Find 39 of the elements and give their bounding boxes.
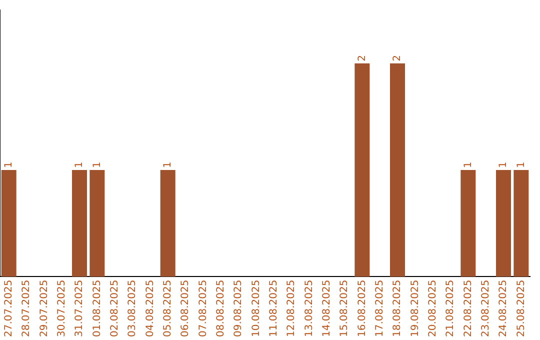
- x-tick-label: 10.08.2025: [250, 280, 262, 338]
- x-tick-label: 22.08.2025: [462, 280, 474, 338]
- x-tick-label: 30.07.2025: [56, 280, 68, 338]
- x-tick-label: 05.08.2025: [162, 280, 174, 338]
- data-label: 1: [74, 162, 86, 168]
- x-tick-label: 09.08.2025: [233, 280, 244, 338]
- x-tick-label: 25.08.2025: [516, 280, 527, 338]
- x-tick-label: 08.08.2025: [215, 280, 226, 338]
- x-tick-label: 07.08.2025: [198, 280, 209, 338]
- x-tick-label: 01.08.2025: [92, 280, 103, 338]
- x-tick-label: 12.08.2025: [286, 280, 298, 338]
- x-tick-label: 21.08.2025: [445, 280, 456, 338]
- x-tick-label: 19.08.2025: [410, 280, 421, 338]
- x-tick-label: 23.08.2025: [480, 280, 492, 338]
- x-tick-label: 16.08.2025: [356, 280, 368, 338]
- data-label: 1: [516, 162, 527, 168]
- x-tick-label: 14.08.2025: [321, 280, 332, 338]
- x-tick-label: 15.08.2025: [339, 280, 350, 338]
- data-label: 1: [162, 162, 174, 168]
- data-label: 2: [392, 54, 404, 62]
- x-tick-label: 03.08.2025: [127, 280, 138, 338]
- data-label: 1: [498, 162, 510, 168]
- data-label: 2: [356, 54, 368, 62]
- x-tick-label: 06.08.2025: [180, 280, 192, 338]
- x-tick-label: 27.07.2025: [3, 280, 14, 338]
- x-tick-label: 02.08.2025: [109, 280, 120, 338]
- data-label: 1: [92, 162, 103, 168]
- x-tick-label: 13.08.2025: [304, 280, 315, 338]
- data-label: 1: [462, 162, 474, 168]
- data-label: 1: [3, 162, 14, 168]
- x-tick-label: 04.08.2025: [144, 280, 156, 338]
- x-tick-label: 28.07.2025: [21, 280, 32, 338]
- x-tick-label: 31.07.2025: [74, 280, 86, 338]
- x-tick-label: 20.08.2025: [427, 280, 438, 338]
- x-tick-label: 11.08.2025: [268, 280, 280, 338]
- x-tick-label: 24.08.2025: [498, 280, 510, 338]
- x-tick-label: 29.07.2025: [38, 280, 50, 338]
- x-tick-label: 17.08.2025: [374, 280, 386, 338]
- x-tick-label: 18.08.2025: [392, 280, 404, 338]
